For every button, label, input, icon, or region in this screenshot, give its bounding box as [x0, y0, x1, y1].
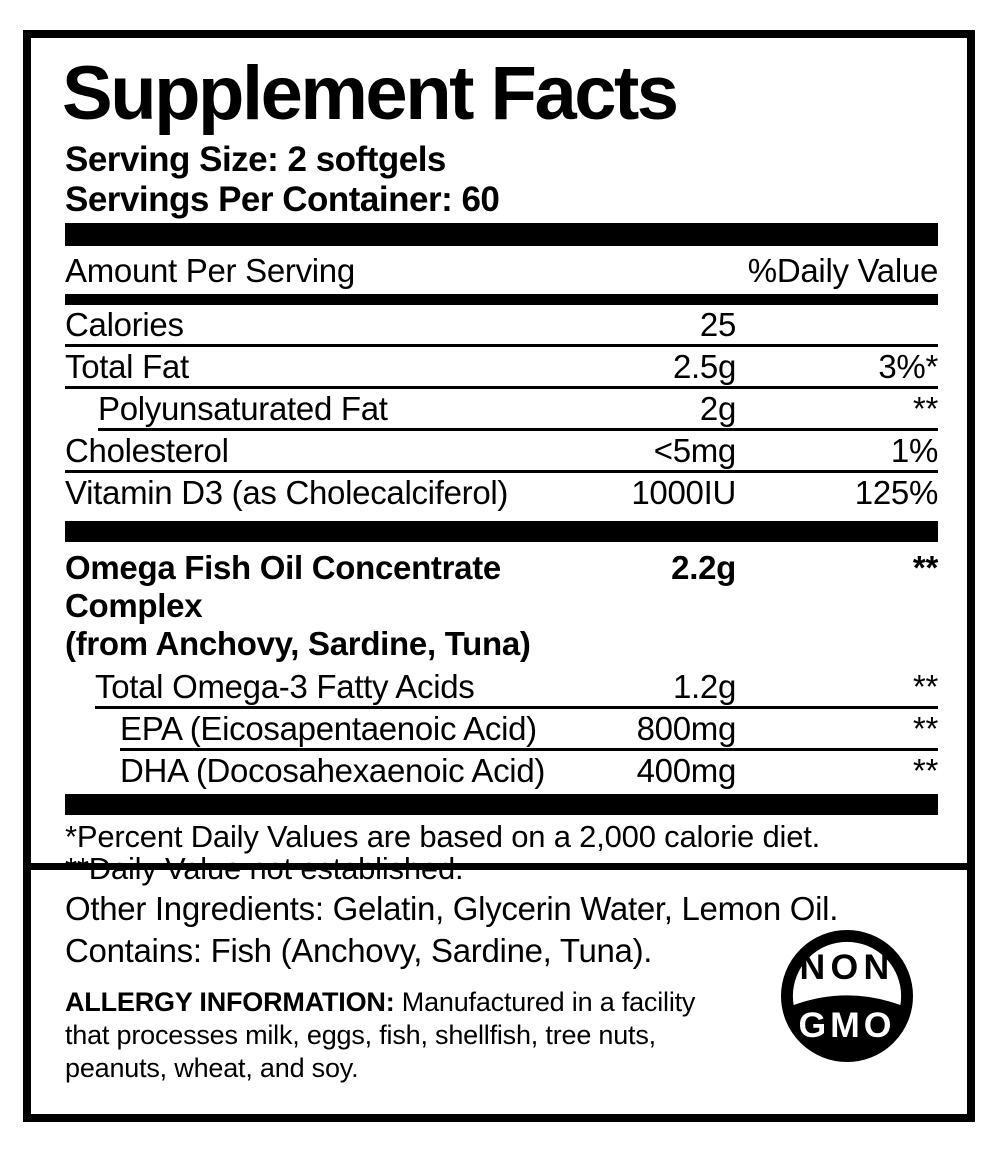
row-amount: 2.2g	[671, 549, 736, 586]
other-ingredients-panel: Other Ingredients: Gelatin, Glycerin Wat…	[31, 870, 967, 1115]
daily-value-header: %Daily Value	[747, 252, 939, 289]
nutrient-row-total-omega3: Total Omega-3 Fatty Acids 1.2g **	[95, 667, 938, 709]
row-label: Calories	[65, 306, 184, 343]
row-label: Total Omega-3 Fatty Acids	[95, 668, 475, 705]
row-label: Omega Fish Oil Concentrate Complex (from…	[65, 549, 564, 663]
table-header: Amount Per Serving %Daily Value	[65, 246, 938, 294]
omega-complex-name: Omega Fish Oil Concentrate Complex	[65, 549, 501, 624]
allergy-label: ALLERGY INFORMATION:	[65, 987, 395, 1017]
non-gmo-badge-graphic: NON GMO	[781, 930, 913, 1062]
footnote-percent-dv: *Percent Daily Values are based on a 2,0…	[65, 819, 821, 854]
allergy-text: Manufactured in a facility that processe…	[65, 987, 696, 1083]
row-daily-value: **	[912, 668, 938, 705]
thick-rule-mid	[65, 521, 938, 542]
nutrient-row-calories: Calories 25	[65, 305, 938, 347]
nutrient-row-epa: EPA (Eicosapentaenoic Acid) 800mg **	[120, 709, 938, 751]
contains-statement: Contains: Fish (Anchovy, Sardine, Tuna).	[65, 932, 653, 969]
row-daily-value: 125%	[854, 474, 939, 511]
row-label: Vitamin D3 (as Cholecalciferol)	[65, 474, 509, 511]
row-daily-value: 3%*	[878, 348, 938, 385]
label-border-box: Supplement Facts Serving Size: 2 softgel…	[23, 30, 975, 1122]
row-amount: 25	[699, 306, 736, 343]
nutrient-row-omega-complex: Omega Fish Oil Concentrate Complex (from…	[65, 542, 938, 667]
row-label: EPA (Eicosapentaenoic Acid)	[120, 710, 537, 747]
nutrient-row-cholesterol: Cholesterol <5mg 1%	[65, 431, 938, 473]
footnotes: *Percent Daily Values are based on a 2,0…	[65, 821, 938, 884]
row-daily-value: **	[912, 549, 938, 586]
row-daily-value: **	[912, 752, 938, 789]
row-amount: 1000IU	[631, 474, 736, 511]
thick-rule-header	[65, 294, 938, 305]
omega-complex-source: (from Anchovy, Sardine, Tuna)	[65, 625, 531, 662]
amount-per-serving-header: Amount Per Serving	[65, 252, 355, 289]
row-label: DHA (Docosahexaenoic Acid)	[120, 752, 546, 789]
nutrient-row-polyunsaturated-fat: Polyunsaturated Fat 2g **	[98, 389, 938, 431]
row-label: Polyunsaturated Fat	[98, 390, 388, 427]
row-amount: 1.2g	[672, 668, 736, 705]
thick-rule-top	[65, 223, 938, 246]
row-amount: 2g	[699, 390, 736, 427]
other-ingredients: Other Ingredients: Gelatin, Glycerin Wat…	[65, 890, 839, 927]
badge-lower-half	[793, 995, 901, 1051]
row-amount: 800mg	[636, 710, 737, 747]
row-label: Total Fat	[65, 348, 189, 385]
row-daily-value: **	[912, 710, 938, 747]
serving-info: Serving Size: 2 softgels Servings Per Co…	[65, 140, 938, 220]
servings-per-container: Servings Per Container: 60	[65, 180, 500, 219]
row-daily-value: **	[912, 390, 938, 427]
footnote-dv-not-established: **Daily Value not established.	[65, 850, 464, 886]
row-amount: 2.5g	[672, 348, 736, 385]
row-daily-value: 1%	[890, 432, 938, 469]
serving-size: Serving Size: 2 softgels	[65, 140, 446, 179]
supplement-facts-panel: Supplement Facts Serving Size: 2 softgel…	[31, 38, 967, 884]
badge-text-non: NON	[799, 947, 894, 987]
badge-text-gmo: GMO	[799, 1005, 896, 1045]
row-amount: <5mg	[653, 432, 737, 469]
nutrient-row-dha: DHA (Docosahexaenoic Acid) 400mg **	[120, 751, 938, 790]
row-label: Cholesterol	[65, 432, 229, 469]
non-gmo-badge: NON GMO	[781, 930, 913, 1062]
thick-rule-bottom	[65, 794, 938, 815]
allergy-information: ALLERGY INFORMATION: Manufactured in a f…	[65, 986, 720, 1085]
nutrient-row-vitamin-d3: Vitamin D3 (as Cholecalciferol) 1000IU 1…	[65, 473, 938, 512]
panel-title: Supplement Facts	[62, 51, 679, 136]
nutrient-row-total-fat: Total Fat 2.5g 3%*	[65, 347, 938, 389]
row-amount: 400mg	[636, 752, 737, 789]
